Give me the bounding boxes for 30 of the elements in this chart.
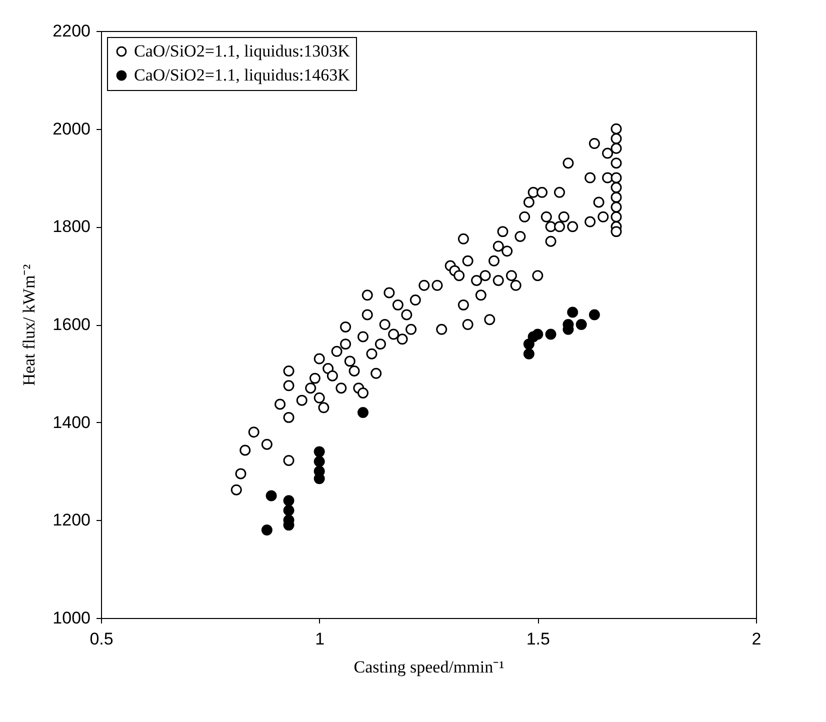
point <box>576 319 587 330</box>
y-tick-label: 1200 <box>52 510 90 530</box>
point <box>283 495 294 506</box>
y-tick-label: 2200 <box>52 22 90 40</box>
point <box>545 328 556 340</box>
y-tick-label: 1000 <box>52 608 90 628</box>
x-tick-label: 1 <box>315 630 325 648</box>
y-tick-label: 1800 <box>52 217 90 236</box>
y-tick-label: 2000 <box>52 119 90 138</box>
x-axis-title: Casting speed/mmin⁻¹ <box>354 658 504 676</box>
point <box>567 306 578 318</box>
point <box>283 504 294 516</box>
point <box>523 348 534 360</box>
point <box>588 309 600 320</box>
legend-label: CaO/SiO2=1.1, liquidus:1303K <box>134 42 351 60</box>
point <box>314 446 325 458</box>
x-tick-label: 1.5 <box>526 630 550 648</box>
y-axis-title: Heat flux/ kWm⁻² <box>20 264 39 386</box>
point <box>266 490 277 502</box>
point <box>523 338 534 350</box>
x-tick-label: 0.5 <box>90 630 114 648</box>
point <box>532 328 544 340</box>
point <box>314 473 325 484</box>
point <box>358 407 368 418</box>
point <box>314 456 325 467</box>
y-tick-label: 1400 <box>52 412 90 432</box>
legend-label: CaO/SiO2=1.1, liquidus:1463K <box>134 66 351 84</box>
y-tick-label: 1600 <box>52 315 90 334</box>
x-tick-label: 2 <box>752 630 762 648</box>
point <box>261 524 272 536</box>
